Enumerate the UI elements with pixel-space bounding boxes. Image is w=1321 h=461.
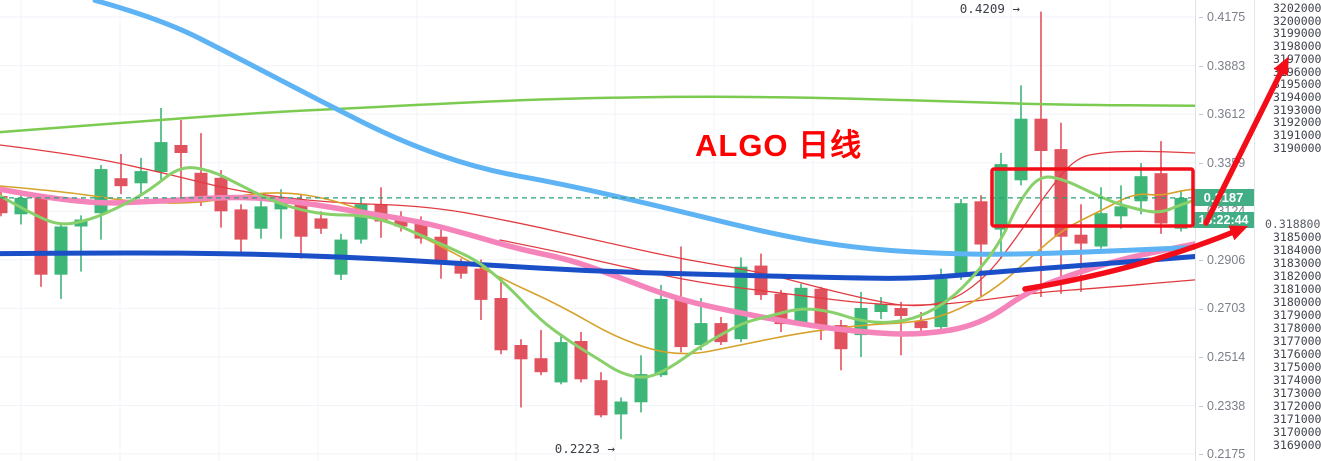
right-column-value: 3173000 bbox=[1273, 386, 1321, 400]
candle bbox=[654, 284, 668, 378]
right-column-value: 3179000 bbox=[1273, 308, 1321, 322]
candle bbox=[594, 372, 608, 418]
symbol-timeframe-title: ALGO 日线 bbox=[695, 128, 863, 163]
price-axis-tick: 0.4175 bbox=[1196, 9, 1245, 25]
low-price-annotation: 0.2223 → bbox=[554, 441, 615, 456]
candle bbox=[1014, 85, 1028, 186]
candle bbox=[514, 339, 528, 408]
candle bbox=[434, 229, 448, 279]
ma-line-red-slow bbox=[499, 239, 1196, 306]
candle bbox=[494, 278, 508, 355]
candle bbox=[554, 335, 568, 385]
price-axis-tick: 0.3883 bbox=[1196, 58, 1245, 74]
candle bbox=[474, 259, 488, 320]
price-axis-tick: 0.2514 bbox=[1196, 349, 1245, 365]
candle bbox=[314, 211, 328, 234]
candle bbox=[974, 195, 988, 297]
candle bbox=[254, 197, 268, 239]
candle bbox=[734, 257, 748, 343]
price-axis-tick: 0.2338 bbox=[1196, 398, 1245, 414]
candle bbox=[774, 289, 788, 332]
right-column-value: 3183000 bbox=[1273, 256, 1321, 270]
candle bbox=[134, 157, 148, 195]
candle bbox=[614, 397, 628, 440]
price-axis-tick: 0.2175 bbox=[1196, 446, 1245, 461]
right-column-value: 3181000 bbox=[1273, 282, 1321, 296]
candle bbox=[894, 301, 908, 356]
right-column-value: 3178000 bbox=[1273, 321, 1321, 335]
candle bbox=[354, 197, 368, 244]
right-column-value: 3190000 bbox=[1273, 140, 1321, 155]
price-axis-tick: 0.2906 bbox=[1196, 252, 1245, 268]
candle bbox=[1174, 190, 1188, 232]
right-column-value: 3199000 bbox=[1273, 26, 1321, 41]
right-column-value: 3180000 bbox=[1273, 295, 1321, 309]
axis-separator-line bbox=[1254, 0, 1255, 461]
candle bbox=[574, 332, 588, 383]
right-column-value: 3171000 bbox=[1273, 412, 1321, 426]
price-axis-panel[interactable]: 0.41750.38830.36120.33590.31240.29060.27… bbox=[1195, 0, 1321, 461]
candle bbox=[54, 224, 68, 299]
candle bbox=[34, 194, 48, 287]
candle bbox=[534, 329, 548, 376]
candle bbox=[994, 153, 1008, 259]
right-column-value: 3170000 bbox=[1273, 425, 1321, 439]
right-column-value: 3198000 bbox=[1273, 39, 1321, 54]
candle bbox=[954, 199, 968, 280]
candle bbox=[814, 286, 828, 340]
ma-line-green-flat bbox=[0, 95, 1197, 134]
candle bbox=[114, 154, 128, 195]
right-column-value: 3175000 bbox=[1273, 360, 1321, 374]
right-column-value: 3194000 bbox=[1273, 89, 1321, 104]
price-axis-tick: 0.3612 bbox=[1196, 106, 1245, 122]
price-axis-tick: 0.2703 bbox=[1196, 300, 1245, 316]
current-price-badge: 0.3187 bbox=[1193, 189, 1254, 206]
right-column-value: 3174000 bbox=[1273, 373, 1321, 387]
ma-line-light-blue bbox=[92, 0, 1198, 257]
candle bbox=[874, 297, 888, 319]
high-price-annotation: 0.4209 → bbox=[959, 1, 1020, 16]
right-column-value: 3172000 bbox=[1273, 399, 1321, 413]
candle bbox=[634, 355, 648, 413]
right-column-value: 3202000 bbox=[1273, 1, 1321, 15]
ma-line-dark-blue bbox=[0, 250, 1198, 281]
candle bbox=[794, 283, 808, 327]
candle bbox=[234, 204, 248, 254]
right-column-value: 3169000 bbox=[1273, 438, 1321, 452]
candle bbox=[1134, 163, 1148, 215]
right-column-value: 3176000 bbox=[1273, 347, 1321, 361]
right-column-value: 3184000 bbox=[1273, 243, 1321, 257]
right-column-value: 3200000 bbox=[1273, 13, 1321, 28]
candle bbox=[174, 120, 188, 200]
right-column-value: 3177000 bbox=[1273, 334, 1321, 348]
right-column-value: 3197000 bbox=[1273, 51, 1321, 66]
right-column-value: 3182000 bbox=[1273, 269, 1321, 283]
candle bbox=[1154, 141, 1168, 234]
price-axis-tick: 0.3359 bbox=[1196, 155, 1245, 171]
countdown-time-badge: 13:22:44 bbox=[1193, 212, 1254, 228]
right-column-value: 3185000 bbox=[1273, 230, 1321, 244]
